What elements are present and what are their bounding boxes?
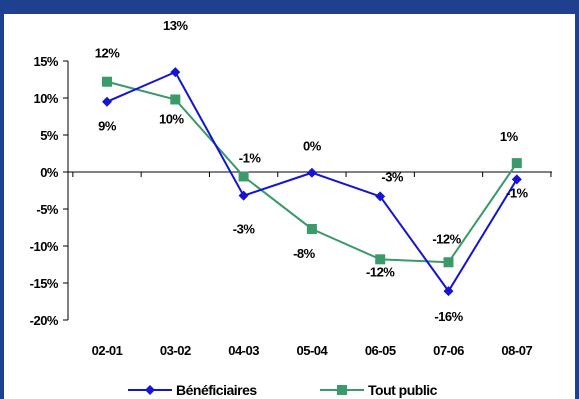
data-label: 13%: [163, 18, 188, 33]
legend-marker: [337, 385, 347, 395]
data-label: -12%: [432, 231, 461, 246]
chart-data-labels: 9% 13% -3% 0% -3% -16% -1% 12% 10% -1% -8% -12% -12%…: [95, 18, 529, 324]
data-point: [375, 254, 386, 265]
y-tick-label: 15%: [33, 54, 58, 69]
data-point: [238, 171, 249, 182]
data-point: [102, 76, 112, 87]
title-bar: [4, 0, 579, 14]
x-tick-label: 06-05: [365, 343, 396, 358]
data-label: -1%: [506, 185, 529, 200]
data-label: -3%: [381, 169, 404, 184]
x-tick-label: 03-02: [160, 343, 191, 358]
x-tick-label: 05-04: [297, 343, 329, 358]
y-tick-label: -10%: [30, 239, 59, 254]
y-tick-label: 10%: [33, 91, 58, 106]
data-point: [511, 174, 522, 185]
chart-series: [102, 67, 522, 297]
y-tick-label: -20%: [30, 313, 59, 328]
legend-marker: [145, 385, 155, 395]
data-point: [375, 191, 386, 202]
data-label: -16%: [434, 309, 463, 324]
data-label: -12%: [366, 264, 395, 279]
data-point: [170, 94, 181, 105]
legend-label: Tout public: [368, 382, 438, 398]
data-point: [306, 223, 317, 234]
data-point: [238, 190, 249, 201]
x-tick-label: 07-06: [433, 343, 464, 358]
y-tick-label: -5%: [36, 202, 59, 217]
x-tick-label: 04-03: [228, 343, 259, 358]
chart-legend: Bénéficiaires Tout public: [128, 382, 438, 398]
chart-axes: 15% 10% 5% 0% -5% -10% -15% -20% 02-01 03-02 04-03…: [30, 54, 552, 358]
data-label: 9%: [98, 119, 117, 134]
data-point: [102, 96, 112, 107]
data-point: [443, 286, 454, 297]
data-label: 12%: [95, 46, 120, 61]
y-tick-label: 5%: [40, 128, 59, 143]
legend-label: Bénéficiaires: [176, 382, 257, 398]
data-point: [306, 167, 317, 178]
data-point: [443, 257, 454, 268]
data-label: -1%: [239, 150, 262, 165]
data-label: 10%: [159, 111, 184, 126]
data-label: 0%: [303, 139, 322, 154]
y-tick-label: -15%: [30, 276, 59, 291]
x-tick-label: 02-01: [92, 343, 123, 358]
data-point: [170, 67, 181, 78]
data-label: -8%: [293, 246, 316, 261]
y-tick-label: 0%: [40, 165, 59, 180]
data-point: [511, 158, 522, 169]
x-tick-label: 08-07: [501, 343, 532, 358]
data-label: 1%: [500, 129, 519, 144]
data-label: -3%: [233, 222, 256, 237]
